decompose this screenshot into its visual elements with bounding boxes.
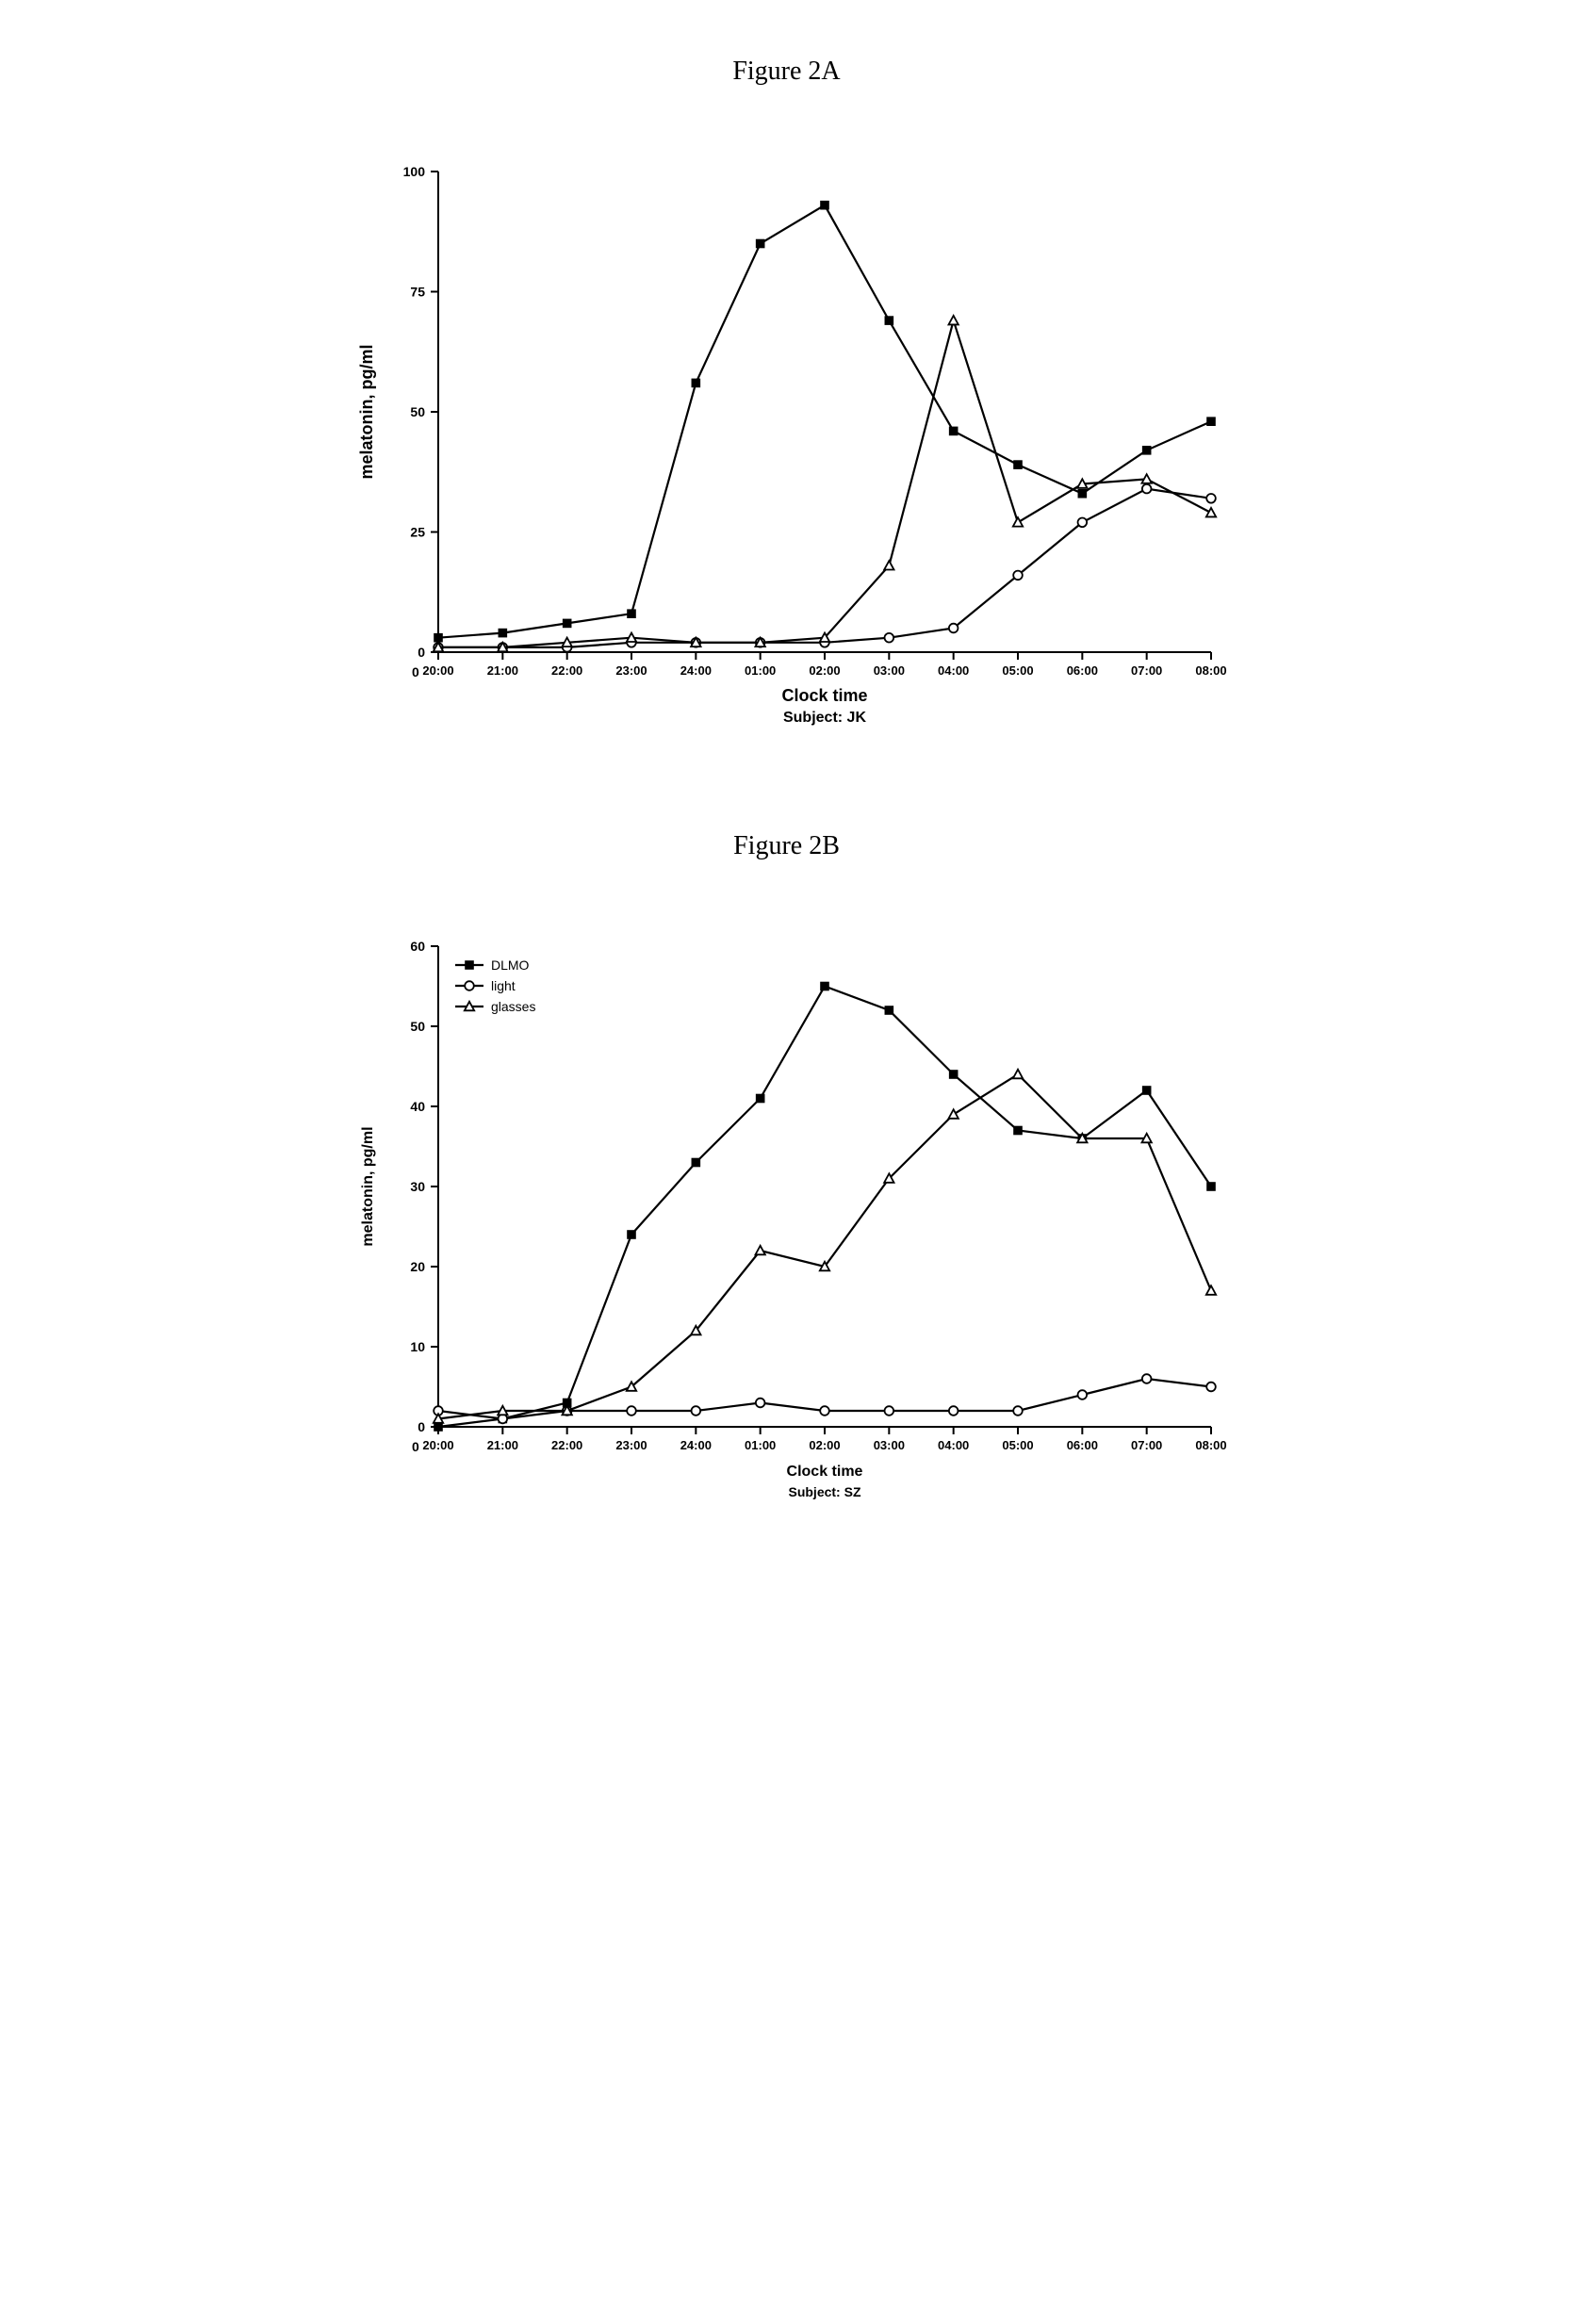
svg-text:06:00: 06:00 [1066,663,1097,678]
svg-text:75: 75 [410,285,425,300]
svg-text:100: 100 [402,164,425,179]
svg-text:20: 20 [410,1259,425,1274]
svg-text:Subject: JK: Subject: JK [782,710,865,726]
svg-text:50: 50 [410,404,425,419]
svg-text:60: 60 [410,939,425,954]
svg-text:23:00: 23:00 [615,1438,647,1452]
svg-text:Clock time: Clock time [786,1464,862,1480]
svg-text:0: 0 [412,1439,419,1454]
svg-text:23:00: 23:00 [615,663,647,678]
svg-text:22:00: 22:00 [551,1438,582,1452]
svg-text:0: 0 [418,1419,425,1434]
figure-b-title: Figure 2B [269,831,1305,861]
svg-text:03:00: 03:00 [873,663,904,678]
svg-text:0: 0 [412,664,419,679]
svg-text:20:00: 20:00 [422,1438,453,1452]
svg-text:Clock time: Clock time [781,686,867,705]
svg-text:06:00: 06:00 [1066,1438,1097,1452]
svg-text:0: 0 [418,645,425,660]
svg-text:01:00: 01:00 [745,663,776,678]
svg-text:01:00: 01:00 [745,1438,776,1452]
figure-a-chart: 0255075100020:0021:0022:0023:0024:0001:0… [269,143,1305,756]
svg-text:20:00: 20:00 [422,663,453,678]
svg-text:07:00: 07:00 [1131,663,1162,678]
figure-wrapper: Figure 2A 0255075100020:0021:0022:0023:0… [269,57,1305,1530]
svg-text:melatonin, pg/ml: melatonin, pg/ml [360,1126,376,1246]
svg-text:24:00: 24:00 [680,1438,711,1452]
svg-text:04:00: 04:00 [938,1438,969,1452]
chart-a-svg: 0255075100020:0021:0022:0023:0024:0001:0… [335,143,1239,756]
svg-text:50: 50 [410,1019,425,1034]
svg-text:light: light [491,978,516,993]
svg-text:10: 10 [410,1339,425,1354]
figure-b-chart: 0102030405060020:0021:0022:0023:0024:000… [269,918,1305,1530]
svg-text:07:00: 07:00 [1131,1438,1162,1452]
figure-a-title: Figure 2A [269,57,1305,87]
svg-text:24:00: 24:00 [680,663,711,678]
svg-text:30: 30 [410,1179,425,1194]
svg-text:04:00: 04:00 [938,663,969,678]
svg-text:03:00: 03:00 [873,1438,904,1452]
svg-text:Subject: SZ: Subject: SZ [788,1484,860,1499]
svg-text:40: 40 [410,1099,425,1114]
svg-text:glasses: glasses [491,999,535,1014]
chart-b-svg: 0102030405060020:0021:0022:0023:0024:000… [335,918,1239,1530]
svg-text:DLMO: DLMO [491,957,530,973]
svg-text:05:00: 05:00 [1002,663,1033,678]
svg-text:22:00: 22:00 [551,663,582,678]
svg-text:25: 25 [410,525,425,540]
svg-text:08:00: 08:00 [1195,1438,1226,1452]
svg-text:08:00: 08:00 [1195,663,1226,678]
svg-text:melatonin, pg/ml: melatonin, pg/ml [357,344,376,479]
svg-text:05:00: 05:00 [1002,1438,1033,1452]
svg-text:02:00: 02:00 [809,663,840,678]
svg-text:02:00: 02:00 [809,1438,840,1452]
svg-text:21:00: 21:00 [486,663,517,678]
svg-text:21:00: 21:00 [486,1438,517,1452]
